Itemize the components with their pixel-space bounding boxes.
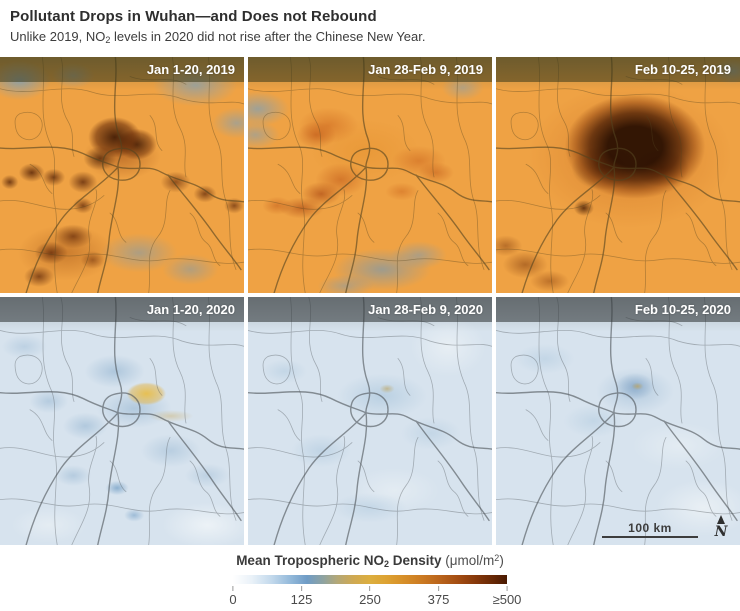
scale-bar-label: 100 km bbox=[628, 521, 672, 535]
tick-label: 250 bbox=[359, 592, 381, 607]
map-panel-jan1-20-2019: Jan 1-20, 2019 bbox=[0, 57, 244, 293]
panel-date-label: Jan 1-20, 2020 bbox=[146, 302, 235, 317]
subtitle-text-post: levels in 2020 did not rise after the Ch… bbox=[110, 29, 426, 44]
tick-label: 375 bbox=[427, 592, 450, 607]
panel-date-label: Jan 1-20, 2019 bbox=[146, 62, 235, 77]
panel-date-banner: Feb 10-25, 2019 bbox=[496, 57, 740, 82]
no2-map-2020-early-jan bbox=[0, 297, 244, 545]
legend-title: Mean Tropospheric NO2 Density (μmol/m2) bbox=[0, 553, 740, 569]
colorbar-tick-500: ≥500 bbox=[492, 584, 522, 607]
panel-date-banner: Feb 10-25, 2020 bbox=[496, 297, 740, 322]
colorbar-tick-375: 375 bbox=[427, 584, 450, 607]
scale-bar-line bbox=[602, 536, 698, 538]
map-panel-jan1-20-2020: Jan 1-20, 2020 bbox=[0, 297, 244, 545]
panel-date-banner: Jan 28-Feb 9, 2020 bbox=[248, 297, 492, 322]
panel-date-label: Jan 28-Feb 9, 2019 bbox=[368, 62, 483, 77]
north-arrow-icon bbox=[717, 515, 725, 524]
road-network bbox=[496, 297, 740, 545]
no2-map-2020-no-rebound bbox=[496, 297, 740, 545]
subtitle-no2-subscript: 2 bbox=[105, 35, 111, 45]
colorbar-tick-250: 250 bbox=[359, 584, 381, 607]
legend-title-post: Density bbox=[388, 553, 442, 568]
road-network bbox=[248, 57, 492, 293]
legend-units: (μmol/m2) bbox=[442, 553, 504, 568]
legend: Mean Tropospheric NO2 Density (μmol/m2) … bbox=[0, 545, 740, 608]
legend-no2-subscript: 2 bbox=[383, 559, 389, 569]
colorbar-tick-0: 0 bbox=[229, 584, 237, 607]
map-panel-jan28-feb9-2019: Jan 28-Feb 9, 2019 bbox=[248, 57, 492, 293]
subtitle-text-pre: Unlike 2019, NO bbox=[10, 29, 106, 44]
no2-map-2020-cny bbox=[248, 297, 492, 545]
subtitle: Unlike 2019, NO2 levels in 2020 did not … bbox=[10, 29, 730, 45]
tick-mark bbox=[506, 586, 508, 591]
panel-date-label: Feb 10-25, 2020 bbox=[634, 302, 731, 317]
legend-units-superscript: 2 bbox=[494, 553, 500, 563]
figure-header: Pollutant Drops in Wuhan—and Does not Re… bbox=[0, 0, 740, 57]
no2-map-2019-early-jan bbox=[0, 57, 244, 293]
panel-date-banner: Jan 28-Feb 9, 2019 bbox=[248, 57, 492, 82]
panel-date-banner: Jan 1-20, 2020 bbox=[0, 297, 244, 322]
tick-label: ≥500 bbox=[492, 592, 522, 607]
road-network bbox=[496, 57, 740, 293]
map-panel-feb10-25-2019: Feb 10-25, 2019 bbox=[496, 57, 740, 293]
legend-units-pre: (μmol/m bbox=[441, 553, 495, 568]
page-title: Pollutant Drops in Wuhan—and Does not Re… bbox=[10, 8, 377, 25]
legend-units-post: ) bbox=[499, 553, 504, 568]
map-panel-feb10-25-2020: Feb 10-25, 2020 100 km N bbox=[496, 297, 740, 545]
map-scale-bar: 100 km bbox=[602, 521, 698, 538]
no2-map-2019-cny bbox=[248, 57, 492, 293]
tick-label: 125 bbox=[290, 592, 313, 607]
panel-date-label: Jan 28-Feb 9, 2020 bbox=[368, 302, 483, 317]
no2-map-2019-rebound bbox=[496, 57, 740, 293]
road-network bbox=[0, 57, 244, 293]
tick-label: 0 bbox=[229, 592, 237, 607]
tick-mark bbox=[232, 586, 234, 591]
legend-title-pre: Mean Tropospheric NO bbox=[236, 553, 384, 568]
colorbar-ticks: 0 125 250 375 ≥500 bbox=[229, 584, 521, 608]
road-network bbox=[0, 297, 244, 545]
north-arrow: N bbox=[712, 515, 730, 539]
map-grid: Jan 1-20, 2019 Jan 28-Feb 9, 2019 Feb 10… bbox=[0, 57, 740, 545]
colorbar-gradient bbox=[233, 575, 507, 584]
north-label: N bbox=[714, 524, 728, 540]
tick-mark bbox=[300, 586, 302, 591]
tick-mark bbox=[369, 586, 371, 591]
panel-date-banner: Jan 1-20, 2019 bbox=[0, 57, 244, 82]
road-network bbox=[248, 297, 492, 545]
panel-date-label: Feb 10-25, 2019 bbox=[634, 62, 731, 77]
tick-mark bbox=[437, 586, 439, 591]
colorbar-tick-125: 125 bbox=[290, 584, 313, 607]
map-panel-jan28-feb9-2020: Jan 28-Feb 9, 2020 bbox=[248, 297, 492, 545]
